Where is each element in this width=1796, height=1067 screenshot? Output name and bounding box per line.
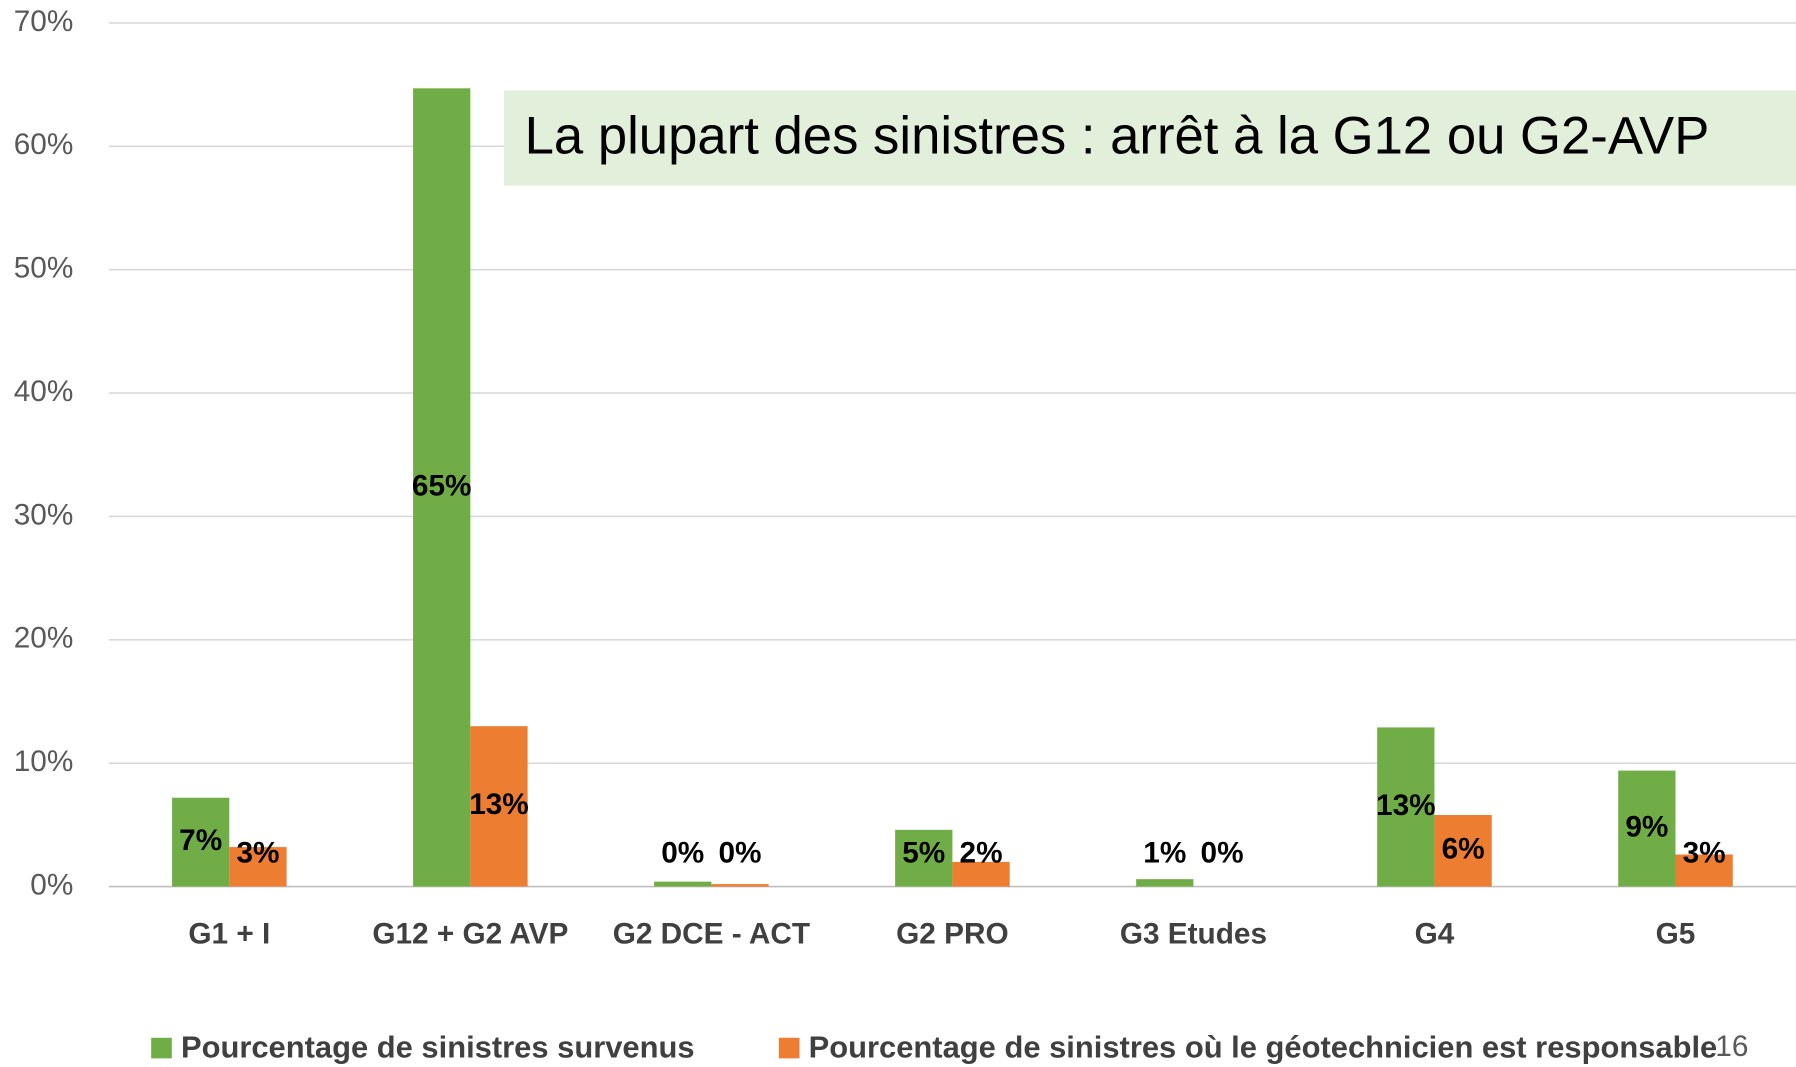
- x-tick-label: G5: [1656, 918, 1696, 951]
- data-label: 0%: [718, 836, 761, 869]
- bars: [172, 88, 1733, 887]
- data-label: 65%: [412, 469, 472, 502]
- page-number: 16: [1715, 1030, 1748, 1063]
- data-label: 5%: [902, 836, 945, 869]
- data-label: 3%: [1683, 836, 1726, 869]
- data-label: 2%: [960, 836, 1003, 869]
- data-label: 3%: [236, 836, 279, 869]
- bar: [1136, 879, 1194, 887]
- x-tick-label: G3 Etudes: [1120, 918, 1267, 951]
- y-tick-label: 40%: [14, 375, 74, 408]
- y-tick-label: 10%: [14, 745, 74, 778]
- bar: [172, 797, 230, 887]
- bar: [1434, 815, 1492, 887]
- y-tick-label: 0%: [30, 868, 73, 901]
- data-label: 9%: [1625, 810, 1668, 843]
- bar: [1675, 854, 1733, 887]
- bar: [1618, 770, 1676, 887]
- data-label: 1%: [1143, 836, 1186, 869]
- data-label: 0%: [1201, 836, 1244, 869]
- legend-label: Pourcentage de sinistres où le géotechni…: [809, 1029, 1718, 1064]
- bar: [895, 829, 953, 887]
- data-label: 13%: [1376, 789, 1436, 822]
- legend-swatch: [151, 1037, 172, 1059]
- bar: [952, 861, 1010, 887]
- legend-swatch: [778, 1037, 800, 1059]
- annotation: La plupart des sinistres : arrêt à la G1…: [525, 107, 1710, 166]
- data-label: 0%: [661, 836, 704, 869]
- x-tick-label: G2 DCE - ACT: [613, 918, 810, 951]
- legend: Pourcentage de sinistres survenus Pourcen…: [151, 1029, 1717, 1064]
- grid: 0% 10% 20% 30% 40% 50% 60% 70%: [14, 5, 1796, 901]
- y-tick-label: 50%: [14, 252, 74, 285]
- legend-label: Pourcentage de sinistres survenus: [181, 1029, 695, 1064]
- data-label: 13%: [469, 788, 529, 821]
- y-tick-label: 70%: [14, 5, 74, 38]
- bar: [470, 726, 528, 887]
- x-tick-label: G2 PRO: [896, 918, 1008, 951]
- x-tick-label: G4: [1415, 918, 1455, 951]
- data-label: 6%: [1442, 833, 1485, 866]
- y-tick-label: 30%: [14, 498, 74, 531]
- bar: [654, 881, 712, 887]
- bar: [413, 88, 471, 887]
- x-tick-label: G1 + I: [188, 918, 270, 951]
- x-tick-label: G12 + G2 AVP: [372, 918, 568, 951]
- annotation-box: [503, 90, 1796, 186]
- bar: [1377, 727, 1435, 887]
- data-label: 7%: [179, 824, 222, 857]
- labels: G1 + I 7% 3% G12 + G2 AVP 65% 13% G2 DCE - ACT…: [179, 469, 1725, 950]
- bar: [711, 884, 769, 887]
- bar: [229, 847, 287, 887]
- y-tick-label: 60%: [14, 128, 74, 161]
- y-tick-label: 20%: [14, 622, 74, 655]
